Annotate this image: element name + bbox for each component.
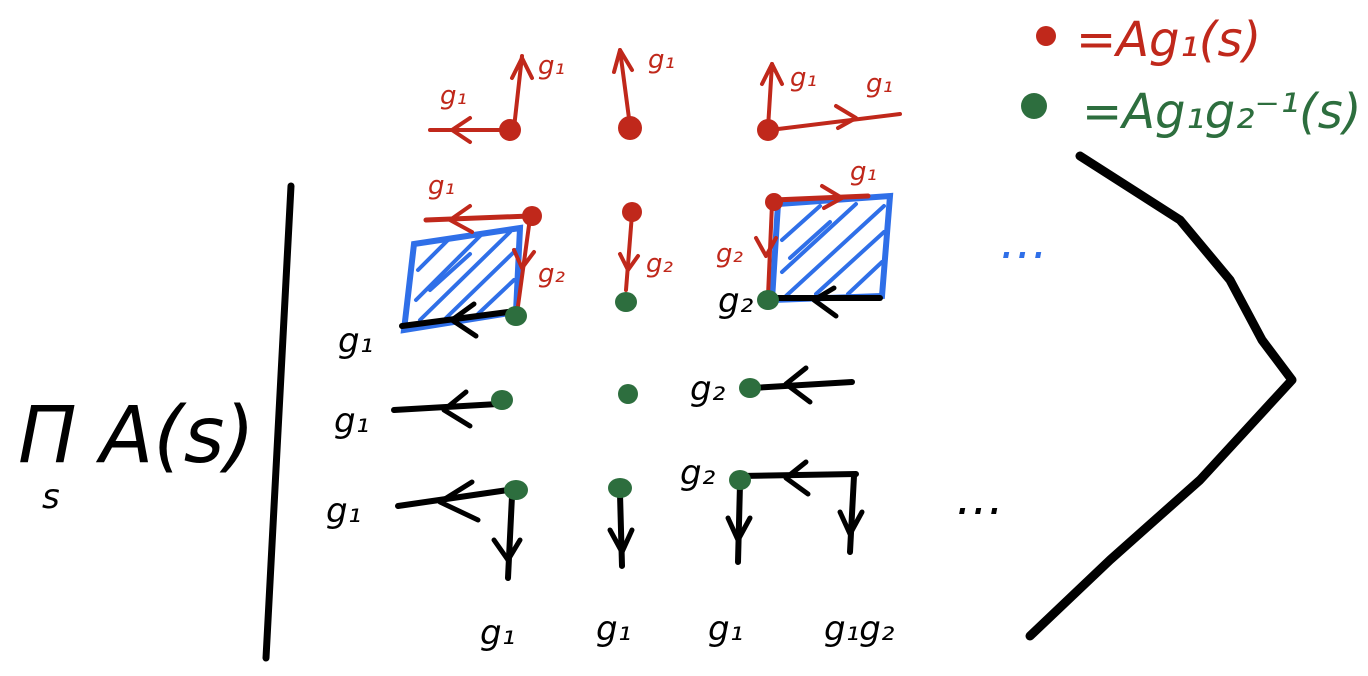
red-arrowhead-up-1 <box>510 56 534 80</box>
product-body: A(s) <box>95 391 255 481</box>
bottom-label-1: g₁ <box>480 613 515 653</box>
black-edge-row2-3 <box>749 379 855 391</box>
black-arrowhead-row3-1 <box>437 479 481 523</box>
black-arrowhead-row1-1 <box>449 301 479 339</box>
black-edge-down-c3 <box>735 481 743 565</box>
red-dot-mid-2 <box>622 202 642 222</box>
red-arrowhead-left-1 <box>450 116 472 144</box>
bottom-labels: g₁ g₁ g₁ g₁g₂ <box>480 609 895 653</box>
legend-red-text: =Ag₁(s) <box>1076 12 1261 68</box>
green-dot-r3-c3 <box>729 470 751 490</box>
green-dot-r1-c3 <box>757 290 779 310</box>
red-dot-mid-1 <box>522 206 542 226</box>
label-g1: g₁ <box>428 171 455 201</box>
label-g1: g₁ <box>648 45 675 75</box>
label-g1: g₁ <box>440 81 467 111</box>
red-arrowhead-left-sq <box>448 204 474 234</box>
label-g2: g₂ <box>718 281 754 321</box>
black-arrowhead-row2-1 <box>441 389 473 429</box>
legend-green-dot <box>1021 93 1047 119</box>
product-expression: Π s A(s) <box>18 391 255 517</box>
row-label-1: g₁ <box>338 321 373 361</box>
green-dot-r2-c1 <box>491 390 513 410</box>
red-arrowhead-down-sq2 <box>754 236 778 258</box>
black-arrowhead-down-c4 <box>837 509 865 537</box>
label-g2: g₂ <box>716 239 743 269</box>
red-arrowhead-right-3 <box>834 104 858 130</box>
top-red-row: g₁ g₁ g₁ g₁ g₁ <box>428 45 902 144</box>
red-arrowhead-up-3 <box>760 62 784 86</box>
green-dot-r1-c1 <box>505 306 527 326</box>
legend: =Ag₁(s) =Ag₁g₂⁻¹(s) <box>1021 12 1362 140</box>
black-arrowhead-row1-3 <box>811 285 839 319</box>
red-dot-top-1 <box>499 119 521 141</box>
label-g1: g₁ <box>538 51 565 81</box>
label-g2: g₂ <box>690 369 726 409</box>
black-edge-row3-3 <box>737 471 859 479</box>
black-edge-down-c2 <box>617 491 625 569</box>
red-edge-up-1 <box>512 54 524 130</box>
black-ellipsis: … <box>956 470 1004 526</box>
red-edge-up-3 <box>766 62 774 130</box>
label-g1: g₁ <box>790 63 817 93</box>
label-g2: g₂ <box>646 249 673 279</box>
red-arrowhead-down-mid <box>618 252 640 272</box>
red-edge-left-sq <box>423 213 533 223</box>
row-3: g₁ g₂ … <box>326 453 1004 581</box>
blue-hatch-left <box>414 230 518 322</box>
black-arrowhead-row3-3 <box>783 459 811 497</box>
red-edge-up-2 <box>618 48 632 128</box>
row-label-2: g₁ <box>334 401 369 441</box>
blue-ellipsis: … <box>1000 214 1048 270</box>
green-dot-r2-c3 <box>739 378 761 398</box>
square-row: g₁ g₂ g₂ g₁ g₂ g₂ … <box>399 157 1048 339</box>
red-dot-top-3 <box>757 119 779 141</box>
label-g1: g₁ <box>866 69 893 99</box>
green-dot-r3-c1 <box>504 480 528 500</box>
green-dot-r2-c2 <box>618 384 638 404</box>
bottom-label-4: g₁g₂ <box>824 609 895 649</box>
red-edge-down-mid <box>624 212 634 292</box>
red-arrowhead-down-sq1 <box>512 248 536 270</box>
black-arrowhead-row2-3 <box>783 365 813 405</box>
red-dot-top-2 <box>618 116 642 140</box>
red-arrowhead-right-sq <box>820 184 844 210</box>
bottom-label-2: g₁ <box>596 609 631 649</box>
red-edge-down-sq1 <box>516 216 532 308</box>
product-symbol: Π <box>18 391 77 481</box>
bottom-label-3: g₁ <box>708 609 743 649</box>
black-arrowhead-down-c3 <box>725 515 753 543</box>
row-label-3: g₁ <box>326 491 361 531</box>
green-dot-r3-c2 <box>608 478 632 498</box>
red-edge-right-sq <box>771 193 871 203</box>
black-arrowhead-down-c2 <box>607 527 635 555</box>
label-g1: g₁ <box>850 157 877 187</box>
black-edge-down-c1 <box>505 493 515 581</box>
row-2: g₁ g₁ g₂ <box>334 321 855 441</box>
blue-hatch-right <box>780 202 886 298</box>
label-g2: g₂ <box>538 259 565 289</box>
legend-green-text: =Ag₁g₂⁻¹(s) <box>1082 84 1362 140</box>
separator-bar <box>262 182 295 662</box>
legend-red-dot <box>1036 26 1056 46</box>
angle-bracket <box>1025 151 1297 641</box>
label-g2: g₂ <box>680 453 716 493</box>
black-edge-row3-1 <box>395 487 511 509</box>
black-edge-down-c4 <box>847 473 857 555</box>
black-arrowhead-down-c1 <box>491 537 523 563</box>
green-dot-r1-c2 <box>615 292 637 312</box>
red-edge-right-3 <box>768 112 902 132</box>
red-dot-mid-3 <box>765 193 783 211</box>
red-arrowhead-up-2 <box>612 48 634 74</box>
blue-square-right <box>768 192 894 304</box>
product-index: s <box>42 477 60 517</box>
